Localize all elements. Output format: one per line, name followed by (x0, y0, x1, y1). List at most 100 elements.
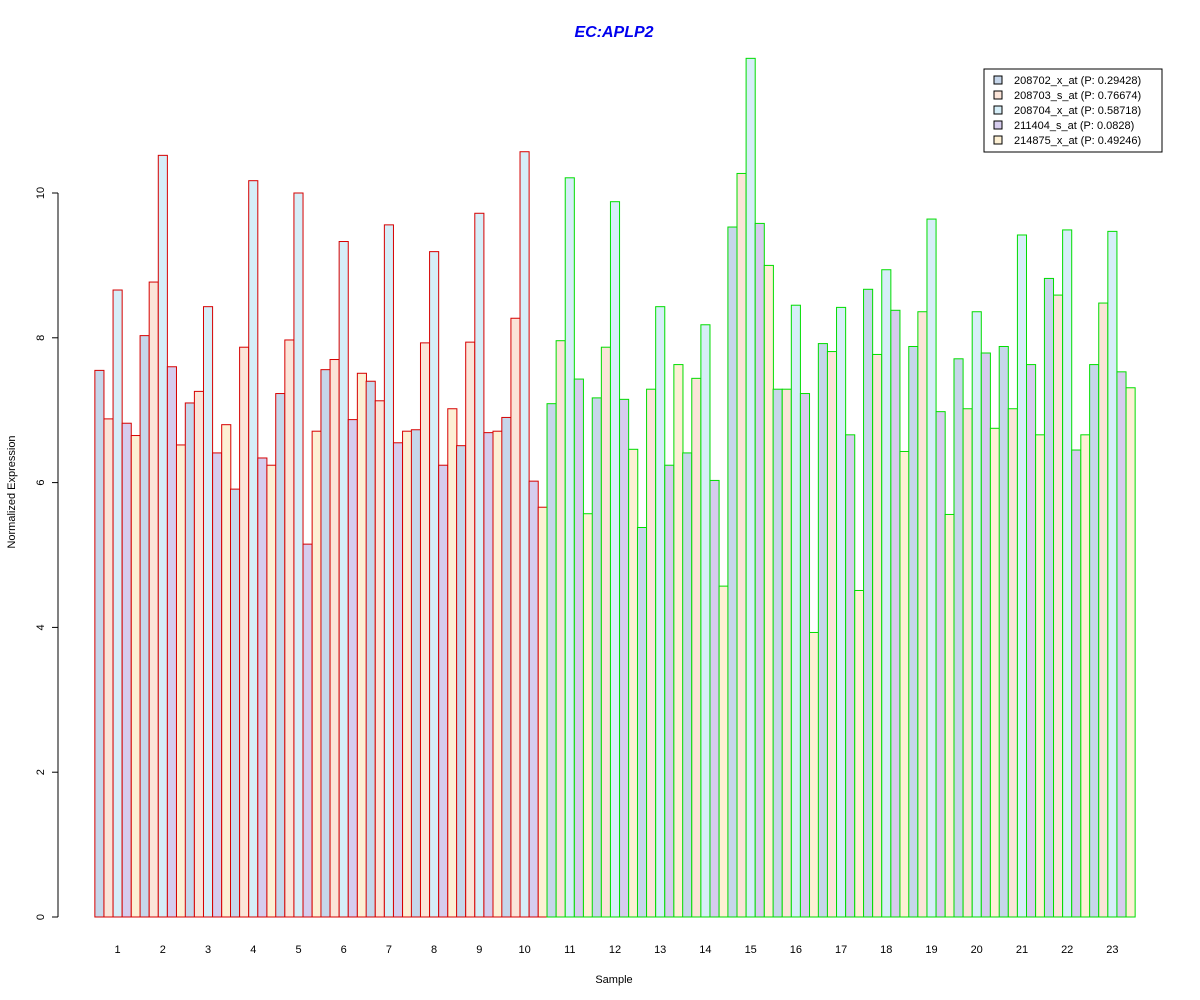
bar-sample-18-series-5 (899, 450, 910, 918)
x-tick-label: 1 (115, 944, 121, 956)
bar-sample-4-series-5 (266, 464, 277, 918)
x-tick-label: 9 (476, 944, 482, 956)
x-tick-label: 22 (1061, 944, 1073, 956)
bar-sample-10-series-1 (501, 416, 512, 918)
bar-sample-11-series-2 (555, 340, 566, 918)
bar-sample-16-series-1 (772, 388, 783, 918)
bar-sample-20-series-2 (962, 408, 973, 918)
bar-sample-10-series-2 (510, 317, 521, 918)
bar-sample-13-series-3 (655, 306, 666, 918)
bar-sample-15-series-5 (763, 264, 774, 918)
x-tick-label: 8 (431, 944, 437, 956)
bar-sample-1-series-5 (130, 435, 141, 918)
y-axis-label: Normalized Expression (6, 435, 18, 548)
bar-sample-11-series-3 (564, 177, 575, 918)
bar-sample-22-series-5 (1080, 434, 1091, 918)
bar-sample-20-series-4 (980, 352, 991, 918)
bar-sample-9-series-4 (483, 432, 494, 918)
bar-sample-17-series-1 (817, 343, 828, 918)
bar-sample-23-series-3 (1107, 230, 1118, 918)
x-axis: 1 2 3 4 5 6 7 8 9 10 11 12 13 14 15 16 17 18 19 20 21 22 23 (115, 944, 1119, 956)
bar-sample-2-series-4 (166, 366, 177, 918)
bars-layer (94, 57, 1136, 918)
bar-sample-13-series-2 (646, 388, 657, 918)
legend-swatch (993, 75, 1003, 85)
bar-sample-21-series-4 (1026, 364, 1037, 918)
bar-sample-7-series-4 (392, 442, 404, 918)
x-tick-label: 23 (1106, 944, 1118, 956)
bar-sample-3-series-3 (202, 306, 214, 918)
bar-sample-16-series-4 (799, 393, 811, 918)
x-tick-label: 15 (745, 944, 757, 956)
x-tick-label: 17 (835, 944, 847, 956)
y-tick-label: 4 (35, 624, 47, 630)
bar-sample-8-series-5 (447, 408, 458, 918)
bar-sample-7-series-2 (374, 400, 385, 918)
legend-entry: 208702_x_at (P: 0.29428) (1014, 75, 1141, 87)
bar-sample-4-series-4 (257, 457, 268, 918)
bar-sample-8-series-1 (410, 429, 421, 918)
bar-sample-4-series-1 (230, 488, 241, 918)
x-tick-label: 3 (205, 944, 211, 956)
bar-sample-15-series-3 (745, 57, 756, 918)
bar-sample-6-series-5 (356, 372, 367, 918)
x-tick-label: 5 (295, 944, 301, 956)
x-tick-label: 4 (250, 944, 256, 956)
x-tick-label: 18 (880, 944, 892, 956)
bar-sample-17-series-5 (854, 589, 865, 918)
bar-sample-9-series-1 (456, 445, 467, 918)
bar-sample-9-series-5 (492, 430, 503, 918)
bar-sample-14-series-2 (691, 377, 702, 918)
y-tick-label: 2 (35, 769, 47, 775)
bar-sample-8-series-4 (438, 464, 449, 918)
bar-sample-19-series-5 (944, 513, 955, 918)
y-tick-label: 6 (35, 480, 47, 486)
bar-sample-3-series-2 (193, 390, 204, 918)
bar-sample-13-series-1 (636, 526, 648, 918)
bar-sample-18-series-3 (881, 269, 892, 918)
legend-box (983, 68, 1163, 153)
bar-sample-15-series-4 (754, 222, 765, 918)
bar-sample-19-series-3 (926, 218, 937, 918)
legend-entry: 208704_x_at (P: 0.58718) (1014, 105, 1141, 117)
bar-sample-5-series-3 (293, 192, 304, 918)
bar-sample-17-series-4 (845, 434, 856, 918)
bar-sample-14-series-5 (718, 585, 729, 918)
chart-title: EC:APLP2 (574, 24, 653, 41)
x-tick-label: 14 (699, 944, 711, 956)
bar-sample-18-series-4 (890, 309, 901, 918)
bar-sample-19-series-2 (917, 311, 928, 918)
bar-sample-23-series-5 (1125, 387, 1136, 918)
bar-sample-5-series-4 (302, 543, 313, 918)
bar-sample-23-series-4 (1116, 371, 1127, 918)
x-tick-label: 20 (971, 944, 983, 956)
bar-sample-18-series-2 (872, 353, 883, 918)
bar-sample-22-series-3 (1062, 229, 1073, 918)
bar-sample-8-series-3 (429, 251, 440, 918)
bar-sample-10-series-5 (537, 506, 548, 918)
legend: 208702_x_at (P: 0.29428) 208703_s_at (P: … (983, 68, 1163, 153)
legend-entry: 208703_s_at (P: 0.76674) (1014, 90, 1141, 102)
bar-sample-22-series-2 (1053, 294, 1064, 918)
x-tick-label: 6 (341, 944, 347, 956)
y-tick-label: 10 (35, 187, 47, 199)
bar-sample-6-series-1 (320, 369, 331, 918)
bar-sample-4-series-3 (248, 180, 259, 918)
bar-sample-13-series-4 (664, 464, 675, 918)
y-axis: 0 2 4 6 8 10 (35, 187, 59, 920)
bar-sample-11-series-1 (546, 403, 557, 918)
bar-sample-20-series-5 (989, 427, 1000, 918)
bar-sample-16-series-2 (781, 388, 792, 918)
x-tick-label: 10 (518, 944, 530, 956)
bar-sample-12-series-5 (628, 448, 639, 918)
bar-sample-14-series-4 (709, 479, 720, 918)
bar-sample-11-series-4 (573, 378, 584, 918)
bar-sample-19-series-1 (908, 345, 919, 918)
bar-sample-6-series-2 (329, 359, 340, 918)
legend-swatch (993, 105, 1003, 115)
bar-sample-21-series-2 (1007, 408, 1018, 918)
x-tick-label: 21 (1016, 944, 1028, 956)
bar-sample-20-series-3 (971, 311, 982, 918)
bar-sample-13-series-5 (673, 364, 684, 918)
x-tick-label: 2 (160, 944, 166, 956)
